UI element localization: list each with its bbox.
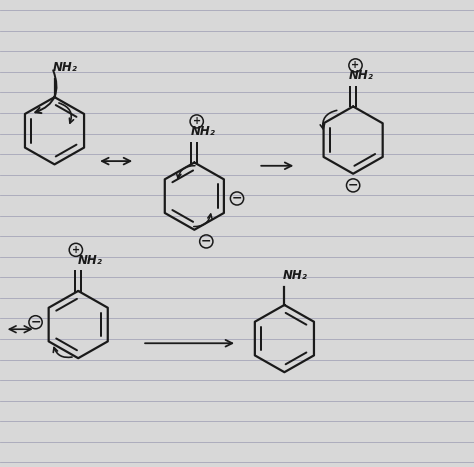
Text: −: − bbox=[232, 192, 242, 205]
Text: −: − bbox=[348, 179, 358, 192]
Text: +: + bbox=[192, 116, 201, 127]
Text: NH₂: NH₂ bbox=[349, 69, 374, 82]
Text: +: + bbox=[351, 60, 360, 71]
Text: NH₂: NH₂ bbox=[283, 269, 307, 282]
Text: +: + bbox=[72, 245, 80, 255]
Text: −: − bbox=[201, 235, 211, 248]
Text: NH₂: NH₂ bbox=[78, 254, 102, 267]
Text: −: − bbox=[30, 316, 41, 329]
Text: NH₂: NH₂ bbox=[191, 125, 215, 138]
Text: NH₂: NH₂ bbox=[53, 61, 77, 74]
